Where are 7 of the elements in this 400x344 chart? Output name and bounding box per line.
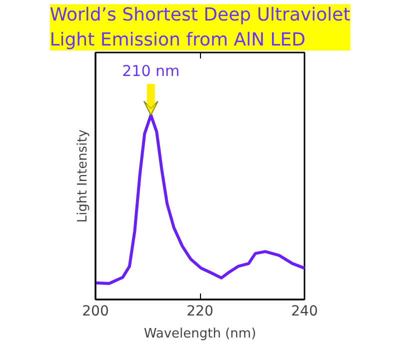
y-axis-title: Light Intensity xyxy=(76,129,90,223)
annotation: 210 nm xyxy=(122,62,180,80)
x-tick-label: 240 xyxy=(291,304,318,320)
x-axis-title: Wavelength (nm) xyxy=(144,326,256,342)
x-tick-label: 220 xyxy=(186,304,214,320)
x-tick-label: 200 xyxy=(82,304,109,320)
chart-title: World’s Shortest Deep Ultraviolet Light Emission from AlN LED xyxy=(50,4,350,50)
